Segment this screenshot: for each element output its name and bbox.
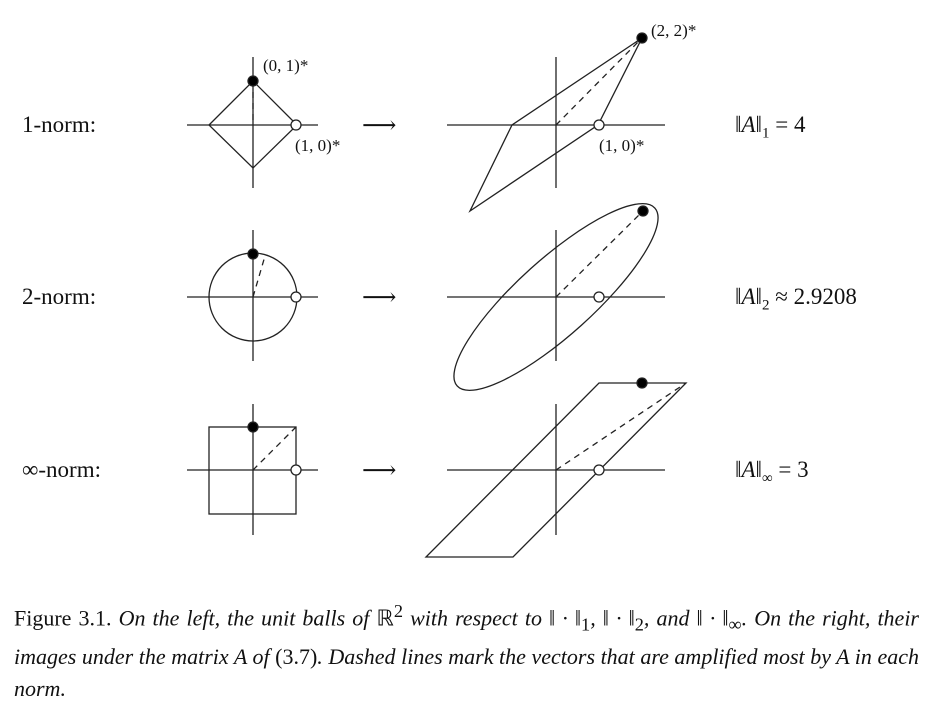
caption-space-exp: 2 [393,601,404,621]
row3-arrow: ⟶ [362,456,397,484]
row1-left-filled-point [247,75,259,87]
row3-label: ∞-norm: [22,457,101,482]
row1-right-top-point-label: (2, 2)* [651,21,697,40]
row2-right-axes [447,230,665,361]
row2-norm-sub: 2 [761,297,770,314]
row1-right-open-point [593,119,605,131]
row2-arrow: ⟶ [362,283,397,311]
row3-right-filled-point [636,377,648,389]
row2-norm-rel: ≈ 2.9208 [769,284,857,309]
row1-label: 1-norm: [22,112,97,137]
caption-sub1: 1 [581,614,591,635]
row1-left-top-point-label: (0, 1)* [263,56,309,75]
row3-norm-value: ‖A‖∞ = 3 [735,458,809,487]
row2-right-dashed [555,210,644,298]
figure-3-1: (0, 1)* (1, 0)* (2, 2)* (1, 0)* 1-norm: … [22,21,857,558]
row3-right-dashed [555,382,687,471]
row3-image-parallelogram [424,382,688,558]
caption-part2: with respect to ‖ · ‖ [403,605,582,631]
row1-right-dashed [555,37,643,126]
row1-right-axes [447,57,665,188]
row1-norm-rel: = 4 [769,112,806,137]
caption-part3: . On the right, their images under the m… [14,605,919,669]
row3-norm-sub: ∞ [761,470,773,487]
caption-sep1: , ‖ · ‖ [590,605,635,631]
row1-left-open-point [290,119,302,131]
row3-left-filled-point [247,421,259,433]
row1-norm-sub: 1 [761,125,770,142]
caption-part4: . Dashed lines mark the vectors that are… [14,643,919,701]
row1-norm-value: ‖A‖1 = 4 [735,113,805,142]
figure-graphic [187,32,688,558]
row2-norm-symbol: ‖A‖ [735,284,762,309]
row2-left-filled-point [247,248,259,260]
row2-label: 2-norm: [22,284,97,309]
row1-image-parallelogram [468,36,644,213]
row1-right-filled-point [636,32,648,44]
caption-part1: On the left, the unit balls of [111,605,377,631]
caption-space: ℝ [376,605,394,631]
row3-right-open-point [593,464,605,476]
row2-norm-value: ‖A‖2 ≈ 2.9208 [735,285,857,314]
caption-label: Figure 3.1. [14,605,112,631]
figure-caption: Figure 3.1. On the left, the unit balls … [14,595,919,705]
row1-norm-symbol: ‖A‖ [735,112,762,137]
row1-left-right-point-label: (1, 0)* [295,136,341,155]
row3-left-dashed [252,426,297,471]
row1-arrow: ⟶ [362,111,397,139]
row2-left-dashed [252,255,266,298]
row2-left-open-point [290,291,302,303]
row3-norm-rel: = 3 [772,457,809,482]
row2-right-open-point [593,291,605,303]
caption-ref: (3.7) [275,643,318,669]
row1-right-right-point-label: (1, 0)* [599,136,645,155]
row3-norm-symbol: ‖A‖ [735,457,762,482]
caption-sub3: ∞ [728,614,742,635]
caption-sep2: , and ‖ · ‖ [643,605,729,631]
row3-left-open-point [290,464,302,476]
row2-right-filled-point [637,205,649,217]
row2-image-ellipse [453,202,659,392]
caption-sub2: 2 [634,614,644,635]
